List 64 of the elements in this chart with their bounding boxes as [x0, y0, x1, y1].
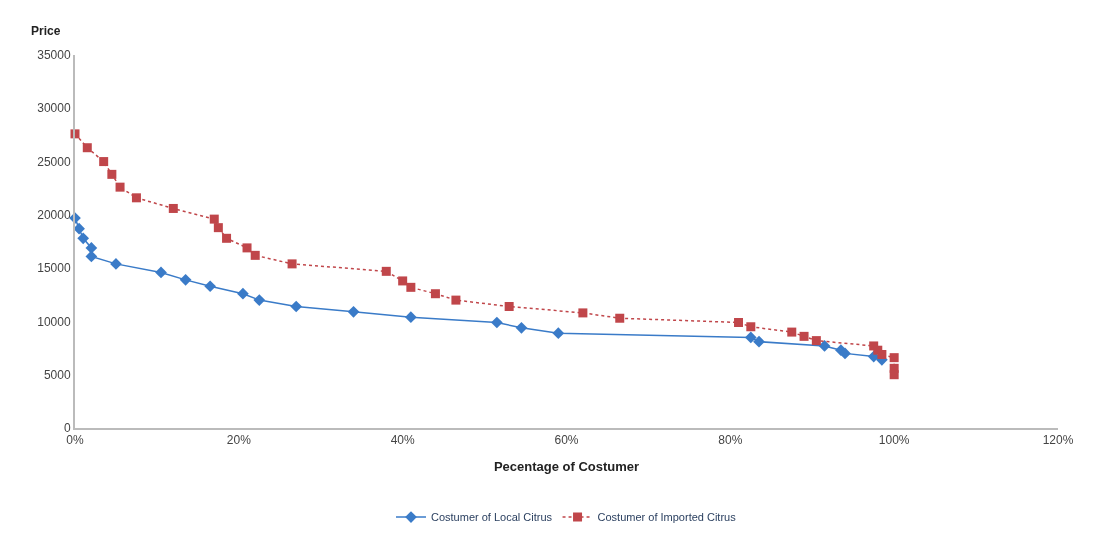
point [107, 169, 117, 179]
y-tick-label: 10000 [37, 314, 71, 329]
y-axis-title: Price [31, 24, 61, 38]
point [746, 322, 756, 332]
point [615, 313, 625, 323]
point [744, 331, 757, 344]
y-tick-label: 0 [63, 421, 71, 436]
point [209, 214, 219, 224]
point [552, 327, 565, 339]
x-tick-label: 120% [1042, 433, 1074, 448]
x-tick-label: 80% [718, 433, 743, 448]
point [889, 370, 899, 380]
point [290, 300, 303, 313]
point [82, 143, 92, 153]
point [787, 327, 797, 337]
y-tick-label: 25000 [37, 154, 71, 169]
y-tick-label: 35000 [37, 48, 71, 63]
y-tick-label: 30000 [37, 101, 71, 116]
point [818, 340, 831, 352]
point [110, 258, 122, 270]
y-tick-label: 20000 [37, 208, 71, 223]
point [451, 295, 461, 305]
x-axis-title: Pecentage of Costumer [493, 458, 640, 474]
point [242, 243, 252, 253]
point [347, 305, 360, 318]
point [877, 349, 887, 359]
point [889, 353, 899, 363]
point [237, 287, 249, 300]
x-tick-label: 40% [390, 433, 415, 448]
point [381, 266, 391, 276]
point [398, 276, 408, 286]
point [811, 336, 821, 346]
point [430, 289, 440, 299]
point [204, 280, 217, 293]
point [287, 259, 297, 269]
point [131, 193, 141, 203]
point [115, 182, 125, 192]
point [406, 282, 416, 292]
point [405, 311, 417, 324]
point [734, 317, 744, 327]
point [515, 321, 528, 334]
x-tick-label: 0% [66, 433, 84, 448]
point [753, 335, 765, 348]
point [578, 308, 588, 318]
x-tick-label: 20% [226, 433, 252, 448]
legend-label: Costumer of Local Citrus [431, 511, 553, 524]
point [168, 203, 178, 213]
point [491, 316, 503, 329]
point [155, 266, 167, 279]
legend-label: Costumer of Imported Citrus [597, 511, 737, 524]
point [253, 294, 266, 306]
point [213, 223, 223, 233]
y-tick-label: 5000 [43, 367, 71, 382]
point [799, 331, 809, 341]
x-tick-label: 60% [554, 433, 579, 448]
point [179, 274, 192, 286]
x-tick-label: 100% [878, 433, 910, 448]
point [85, 242, 98, 254]
point [77, 232, 90, 245]
point [99, 157, 109, 167]
point [222, 233, 232, 243]
point [504, 302, 514, 312]
point [250, 250, 260, 260]
y-tick-label: 15000 [37, 261, 71, 276]
